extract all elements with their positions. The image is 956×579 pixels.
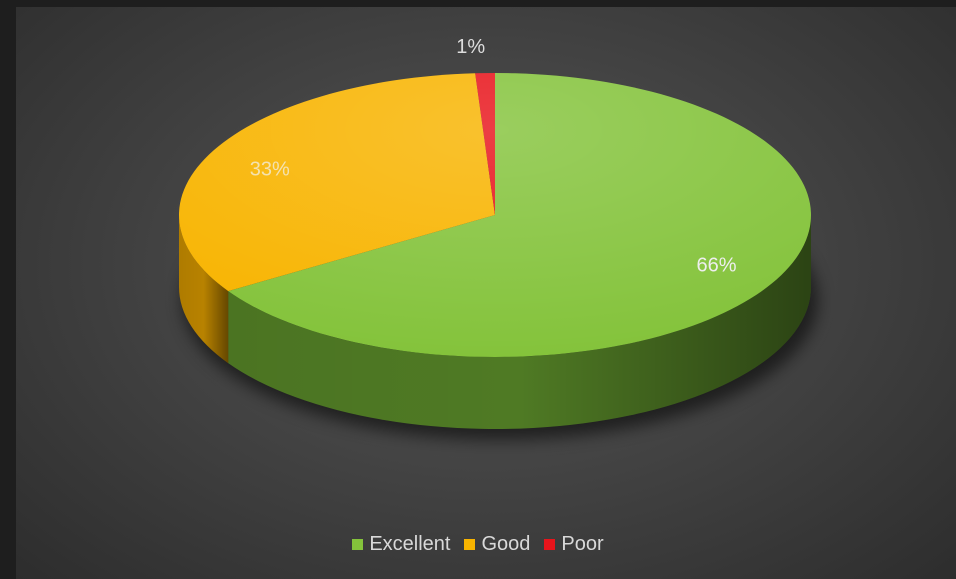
chart-legend: Excellent Good Poor xyxy=(0,533,956,556)
legend-label-excellent: Excellent xyxy=(369,533,451,555)
legend-label-good: Good xyxy=(481,533,531,555)
pie-tops xyxy=(178,73,811,357)
legend-label-poor: Poor xyxy=(561,533,604,555)
legend-swatch-poor xyxy=(544,539,556,550)
data-label-excellent: 66% xyxy=(697,254,737,276)
pie-top-highlight xyxy=(179,73,811,357)
legend-item-excellent[interactable]: Excellent xyxy=(352,533,450,556)
pie-side-shade-excellent xyxy=(228,215,811,430)
legend-item-poor[interactable]: Poor xyxy=(544,533,604,556)
data-label-poor: 1% xyxy=(456,36,485,58)
legend-item-good[interactable]: Good xyxy=(464,533,530,556)
pie-side-shade-good xyxy=(179,215,229,364)
pie-sides xyxy=(179,215,811,430)
legend-swatch-good xyxy=(464,539,476,550)
data-label-good: 33% xyxy=(250,159,290,181)
pie-data-labels: 66% 33% 1% xyxy=(250,36,737,276)
legend-swatch-excellent xyxy=(352,539,364,550)
